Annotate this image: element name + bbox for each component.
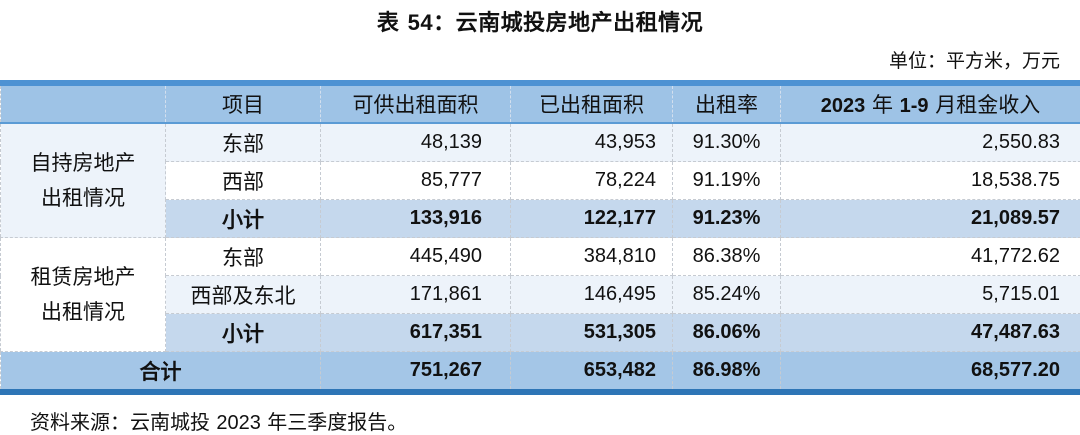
cell-rented: 384,810 [511, 238, 673, 276]
header-group [1, 83, 166, 123]
group-label-leased: 租赁房地产 出租情况 [1, 238, 166, 352]
header-available: 可供出租面积 [321, 83, 511, 123]
header-income-year: 2023 [821, 95, 866, 117]
title-text: ：云南城投房地产出租情况 [433, 10, 703, 36]
group-label-self-held: 自持房地产 出租情况 [1, 123, 166, 238]
unit-note: 单位：平方米，万元 [0, 37, 1080, 80]
cell-rate: 86.98% [673, 352, 781, 393]
title-number: 54 [408, 10, 433, 35]
header-income: 2023 年 1-9 月租金收入 [781, 83, 1080, 123]
cell-rented: 122,177 [511, 200, 673, 238]
total-row: 合计 751,267 653,482 86.98% 68,577.20 [1, 352, 1080, 393]
cell-project: 东部 [166, 238, 321, 276]
header-row: 项目 可供出租面积 已出租面积 出租率 2023 年 1-9 月租金收入 [1, 83, 1080, 123]
cell-income: 5,715.01 [781, 276, 1080, 314]
table-title: 表 54：云南城投房地产出租情况 [0, 0, 1080, 37]
cell-rented: 146,495 [511, 276, 673, 314]
cell-project: 西部 [166, 162, 321, 200]
cell-available: 445,490 [321, 238, 511, 276]
cell-project: 西部及东北 [166, 276, 321, 314]
source-note: 资料来源：云南城投 2023 年三季度报告。 [0, 395, 1080, 435]
title-label: 表 [377, 10, 408, 36]
cell-rate: 85.24% [673, 276, 781, 314]
cell-available: 85,777 [321, 162, 511, 200]
cell-income: 41,772.62 [781, 238, 1080, 276]
cell-rented: 531,305 [511, 314, 673, 352]
cell-rate: 91.30% [673, 123, 781, 162]
cell-income: 2,550.83 [781, 123, 1080, 162]
cell-available: 617,351 [321, 314, 511, 352]
cell-available: 48,139 [321, 123, 511, 162]
header-rented: 已出租面积 [511, 83, 673, 123]
cell-rented: 78,224 [511, 162, 673, 200]
cell-rented: 653,482 [511, 352, 673, 393]
cell-rate: 86.06% [673, 314, 781, 352]
table-row: 自持房地产 出租情况 东部 48,139 43,953 91.30% 2,550… [1, 123, 1080, 162]
cell-income: 21,089.57 [781, 200, 1080, 238]
source-year: 2023 [216, 412, 261, 434]
cell-income: 18,538.75 [781, 162, 1080, 200]
cell-rented: 43,953 [511, 123, 673, 162]
table-row: 租赁房地产 出租情况 东部 445,490 384,810 86.38% 41,… [1, 238, 1080, 276]
cell-project: 东部 [166, 123, 321, 162]
cell-project: 小计 [166, 200, 321, 238]
cell-income: 68,577.20 [781, 352, 1080, 393]
total-label: 合计 [1, 352, 321, 393]
cell-rate: 91.23% [673, 200, 781, 238]
cell-project: 小计 [166, 314, 321, 352]
cell-income: 47,487.63 [781, 314, 1080, 352]
header-rate: 出租率 [673, 83, 781, 123]
header-project: 项目 [166, 83, 321, 123]
cell-available: 171,861 [321, 276, 511, 314]
cell-rate: 91.19% [673, 162, 781, 200]
header-income-months: 1-9 [900, 95, 929, 117]
cell-rate: 86.38% [673, 238, 781, 276]
rental-table: 项目 可供出租面积 已出租面积 出租率 2023 年 1-9 月租金收入 自持房… [0, 80, 1080, 395]
cell-available: 751,267 [321, 352, 511, 393]
cell-available: 133,916 [321, 200, 511, 238]
